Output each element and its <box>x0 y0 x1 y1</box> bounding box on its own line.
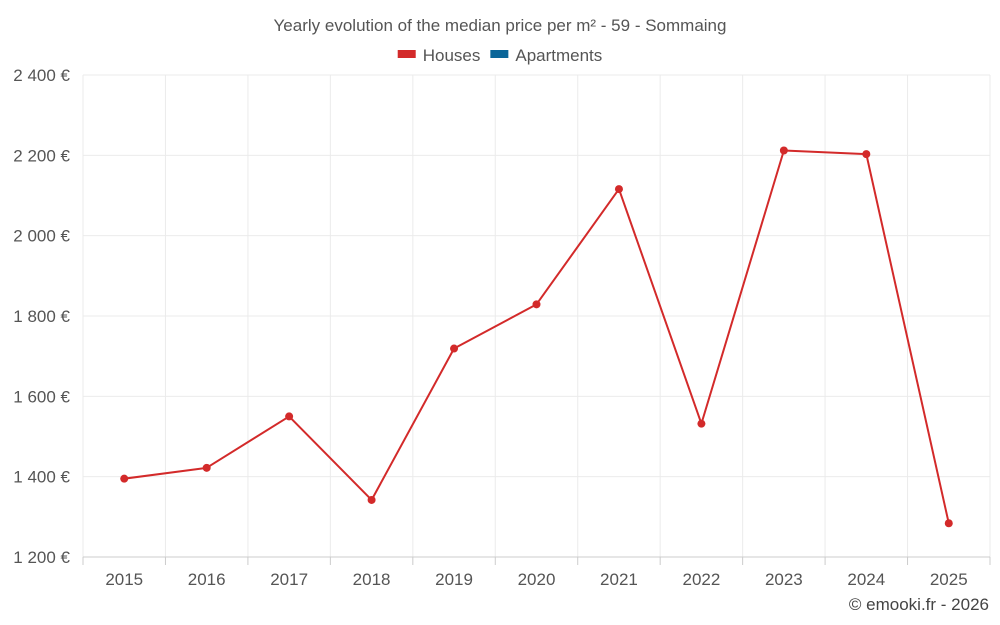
label-layer: Yearly evolution of the median price per… <box>13 16 989 614</box>
x-tick-label: 2021 <box>600 570 638 589</box>
legend-label: Houses <box>423 46 481 65</box>
data-point[interactable] <box>614 185 623 194</box>
legend-swatch <box>490 50 509 58</box>
x-tick-label: 2022 <box>682 570 720 589</box>
series-layer <box>120 146 953 528</box>
chart-title: Yearly evolution of the median price per… <box>274 16 727 35</box>
data-point[interactable] <box>367 495 376 504</box>
data-point[interactable] <box>532 300 541 309</box>
x-tick-label: 2020 <box>518 570 556 589</box>
data-point[interactable] <box>202 463 211 472</box>
x-tick-label: 2025 <box>930 570 968 589</box>
y-tick-label: 1 200 € <box>13 548 70 567</box>
x-tick-label: 2023 <box>765 570 803 589</box>
x-tick-label: 2024 <box>847 570 885 589</box>
x-tick-label: 2018 <box>353 570 391 589</box>
data-point[interactable] <box>285 412 294 421</box>
y-tick-label: 2 200 € <box>13 146 70 165</box>
x-tick-label: 2015 <box>105 570 143 589</box>
chart-credit: © emooki.fr - 2026 <box>849 595 989 614</box>
legend-swatch <box>397 50 416 58</box>
legend-label: Apartments <box>515 46 602 65</box>
y-tick-label: 1 800 € <box>13 307 70 326</box>
x-tick-label: 2019 <box>435 570 473 589</box>
y-tick-label: 2 400 € <box>13 66 70 85</box>
x-tick-label: 2017 <box>270 570 308 589</box>
y-tick-label: 1 400 € <box>13 468 70 487</box>
legend-item-houses[interactable]: Houses <box>397 46 481 65</box>
data-point[interactable] <box>944 519 953 528</box>
grid-layer <box>82 74 991 557</box>
axis-layer <box>82 556 991 565</box>
data-point[interactable] <box>450 344 459 353</box>
y-tick-label: 2 000 € <box>13 227 70 246</box>
data-point[interactable] <box>862 150 871 159</box>
y-tick-label: 1 600 € <box>13 387 70 406</box>
legend: Houses Apartments <box>397 46 602 65</box>
x-tick-label: 2016 <box>188 570 226 589</box>
data-point[interactable] <box>697 419 706 428</box>
legend-item-apartments[interactable]: Apartments <box>490 46 602 65</box>
data-point[interactable] <box>779 146 788 155</box>
data-point[interactable] <box>120 474 129 483</box>
